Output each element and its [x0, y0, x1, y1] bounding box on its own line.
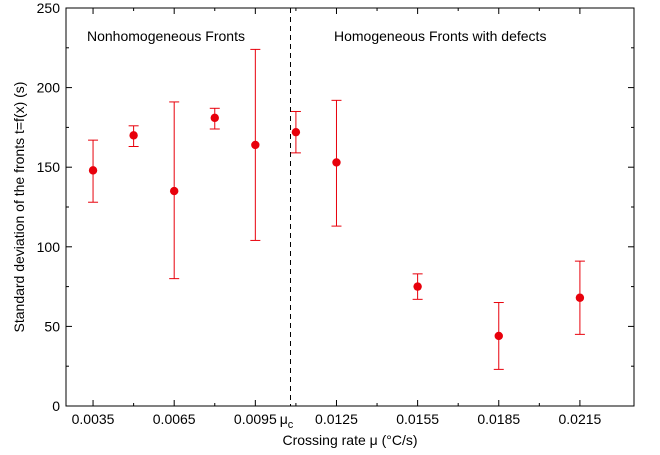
data-points	[88, 48, 585, 370]
data-point	[331, 99, 342, 227]
marker	[88, 166, 98, 175]
critical-rate-label: μc	[280, 411, 294, 431]
y-tick-label: 50	[44, 318, 60, 334]
data-point	[169, 101, 180, 280]
y-tick-label: 100	[37, 239, 61, 255]
x-tick-label: 0.0155	[396, 411, 439, 427]
x-tick-label: 0.0125	[315, 411, 358, 427]
tick-labels: 0.0035 0.0065 0.0095 0.0125 0.0155 0.0185 0.02…	[37, 0, 602, 427]
x-tick-label: 0.0185	[477, 411, 520, 427]
marker	[129, 131, 138, 140]
y-tick-label: 250	[37, 0, 61, 16]
marker	[169, 186, 179, 196]
x-axis-label: Crossing rate μ (°C/s)	[282, 432, 417, 448]
axis-ticks	[66, 7, 634, 407]
marker	[332, 158, 341, 167]
plot-frame	[65, 7, 635, 407]
x-tick-label: 0.0065	[153, 411, 196, 427]
x-tick-label: 0.0035	[72, 411, 115, 427]
annotation-nonhomogeneous: Nonhomogeneous Fronts	[87, 28, 245, 44]
marker	[291, 127, 301, 137]
y-tick-label: 150	[37, 159, 61, 175]
data-point	[290, 110, 301, 154]
marker	[575, 293, 585, 302]
data-point	[412, 273, 423, 300]
data-point	[128, 125, 139, 148]
y-axis-label: Standard deviation of the fronts t=f(x) …	[11, 82, 27, 333]
data-point	[574, 260, 585, 335]
data-point	[88, 139, 99, 203]
y-tick-label: 200	[37, 80, 61, 96]
x-tick-label: 0.0095	[234, 411, 277, 427]
annotation-homogeneous: Homogeneous Fronts with defects	[334, 28, 546, 44]
data-point	[250, 48, 261, 241]
data-point	[493, 302, 504, 370]
y-tick-label: 0	[52, 398, 60, 414]
marker	[251, 140, 260, 150]
data-point	[209, 107, 220, 130]
marker	[494, 331, 503, 341]
marker	[413, 282, 422, 291]
marker	[210, 113, 219, 123]
x-tick-label: 0.0215	[558, 411, 601, 427]
